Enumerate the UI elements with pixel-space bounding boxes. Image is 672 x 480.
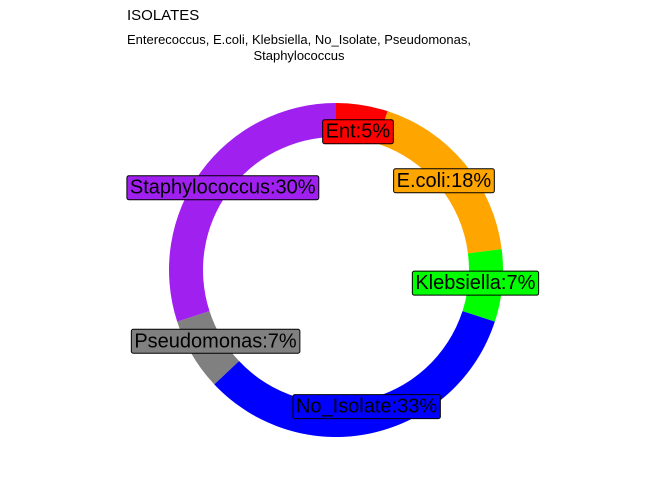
donut-slices	[169, 103, 504, 438]
label-box	[322, 119, 394, 145]
label-text: No_Isolate:33%	[296, 396, 437, 418]
chart-title: ISOLATES	[127, 7, 200, 24]
label-text: Staphylococcus:30%	[130, 177, 316, 199]
label-enterecoccus: Ent:5%	[322, 119, 394, 145]
label-no-isolate: No_Isolate:33%	[292, 394, 441, 420]
label-box	[411, 270, 540, 296]
label-klebsiella: Klebsiella:7%	[411, 270, 540, 296]
label-box	[130, 328, 301, 354]
label-text: Pseudomonas:7%	[134, 330, 297, 352]
donut-labels: Ent:5% E.coli:18% Klebsiella:7% No_Isolate:…	[126, 119, 540, 420]
label-box	[292, 394, 441, 420]
label-box	[393, 168, 495, 194]
slice-staphylococcus	[169, 103, 336, 322]
chart-subtitle: Enterecoccus, E.coli, Klebsiella, No_Iso…	[127, 32, 471, 64]
subtitle-line-1: Enterecoccus, E.coli, Klebsiella, No_Iso…	[127, 32, 471, 47]
label-staphylococcus: Staphylococcus:30%	[126, 175, 320, 201]
label-e-coli: E.coli:18%	[393, 168, 495, 194]
label-text: Ent:5%	[326, 121, 391, 143]
label-text: Klebsiella:7%	[415, 272, 535, 294]
label-pseudomonas: Pseudomonas:7%	[130, 328, 301, 354]
label-box	[126, 175, 320, 201]
label-text: E.coli:18%	[397, 170, 492, 192]
subtitle-line-2: Staphylococcus	[253, 48, 345, 63]
